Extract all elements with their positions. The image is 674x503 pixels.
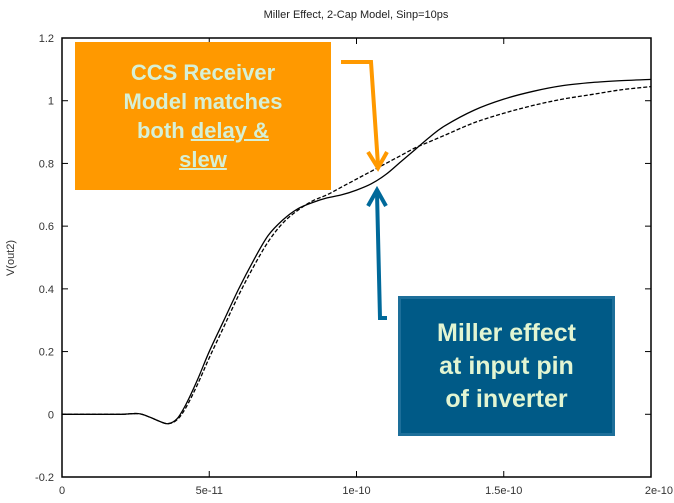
y-tick-label: 0.6 [39, 221, 54, 233]
ccs-annotation-line-3: both [136, 118, 191, 143]
blue-arrow-line [375, 192, 387, 320]
series-dashed-line [61, 85, 652, 425]
ccs-annotation-line-2: Model matches [123, 89, 283, 114]
y-axis-label: V(out2) [5, 240, 17, 276]
miller-effect-annotation: Miller effect at input pin of inverter [398, 296, 615, 436]
ccs-annotation-slew: slew [179, 147, 227, 172]
x-tick-label: 1.5e-10 [485, 485, 522, 497]
y-tick-label: 0.8 [39, 158, 54, 170]
chart-title: Miller Effect, 2-Cap Model, Sinp=10ps [264, 9, 449, 21]
x-tick-label: 2e-10 [645, 485, 673, 497]
y-tick-label: 1.2 [39, 33, 54, 45]
x-tick-label: 1e-10 [342, 485, 370, 497]
ccs-annotation-line-1: CCS Receiver [130, 60, 276, 85]
y-tick-label: 0 [48, 409, 54, 421]
miller-annotation-line-2: at input pin [439, 351, 574, 380]
y-tick-label: 0.4 [39, 284, 54, 296]
orange-arrowhead-icon [366, 150, 389, 172]
miller-annotation-line-3: of inverter [445, 384, 568, 413]
ccs-receiver-annotation: CCS Receiver Model matches both delay & … [75, 42, 331, 190]
ccs-annotation-delay: delay & [190, 118, 270, 143]
y-tick-label: 1 [48, 96, 54, 108]
blue-arrowhead-icon [366, 185, 388, 207]
series-group [61, 78, 652, 425]
x-tick-label: 0 [59, 485, 65, 497]
axes: 0 5e-11 1e-10 1.5e-10 2e-10 -0.2 0 0.2 0.4 0.6 0.8… [35, 33, 673, 497]
y-tick-label: -0.2 [35, 472, 54, 484]
annotation-arrows [341, 60, 389, 320]
y-tick-label: 0.2 [39, 347, 54, 359]
orange-arrow-line [341, 60, 380, 166]
x-tick-label: 5e-11 [196, 485, 223, 497]
miller-annotation-line-1: Miller effect [437, 318, 576, 347]
